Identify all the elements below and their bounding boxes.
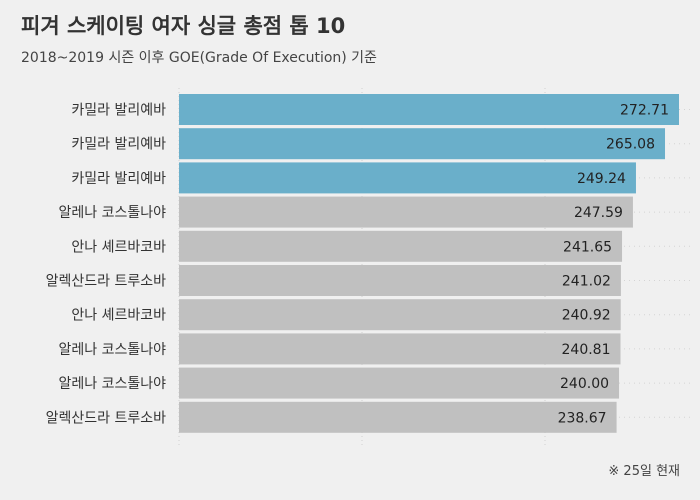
category-label: 안나 셰르바코바 (71, 239, 166, 255)
chart-subtitle: 2018~2019 시즌 이후 GOE(Grade Of Execution) … (21, 50, 377, 66)
category-label: 알레나 코스톨나야 (59, 342, 167, 358)
bar (179, 128, 666, 160)
value-label: 265.08 (606, 137, 655, 153)
footnote: ※ 25일 현재 (608, 464, 680, 479)
value-label: 272.71 (620, 103, 669, 119)
value-label: 249.24 (577, 171, 626, 187)
bar (179, 265, 621, 296)
bar (179, 162, 636, 194)
category-label: 알레나 코스톨나야 (59, 376, 167, 392)
bar (179, 230, 623, 262)
bar (179, 299, 621, 331)
bar (179, 401, 617, 433)
category-label: 알렉산드라 트루소바 (46, 410, 166, 426)
category-label: 카밀라 발리예바 (71, 171, 166, 187)
value-label: 240.00 (560, 376, 609, 392)
category-label: 카밀라 발리예바 (71, 103, 166, 119)
category-label: 알레나 코스톨나야 (59, 205, 167, 221)
value-label: 240.92 (562, 308, 611, 324)
bar (179, 333, 621, 365)
value-label: 241.65 (563, 239, 612, 255)
value-label: 238.67 (558, 410, 607, 426)
value-label: 241.02 (562, 274, 611, 290)
category-label: 카밀라 발리예바 (71, 137, 166, 153)
bar (179, 196, 633, 228)
bar (179, 367, 620, 399)
category-label: 알렉산드라 트루소바 (46, 274, 166, 290)
bar (179, 94, 679, 125)
chart-title: 피겨 스케이팅 여자 싱글 총점 톱 10 (21, 14, 346, 38)
value-label: 240.81 (562, 342, 611, 358)
value-label: 247.59 (574, 205, 623, 221)
category-label: 안나 셰르바코바 (71, 308, 166, 324)
